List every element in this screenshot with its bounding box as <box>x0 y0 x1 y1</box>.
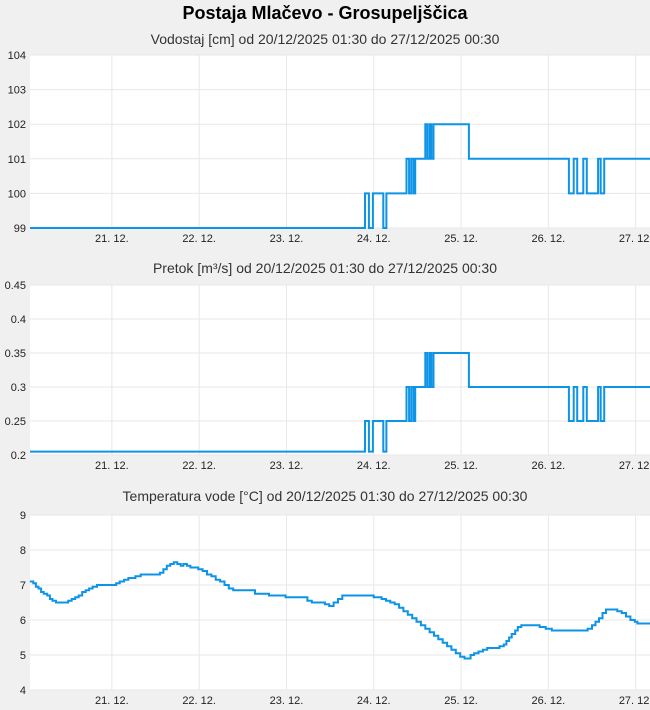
x-tick-label: 22. 12. <box>182 460 216 472</box>
x-tick-label: 27. 12. <box>619 460 650 472</box>
y-tick-label: 0.25 <box>5 416 26 428</box>
y-tick-label: 9 <box>20 510 26 522</box>
flow-chart-title: Pretok [m³/s] od 20/12/2025 01:30 do 27/… <box>152 260 498 276</box>
y-tick-label: 104 <box>8 50 26 62</box>
y-tick-label: 4 <box>20 685 26 697</box>
x-tick-label: 25. 12. <box>444 233 478 245</box>
page-title: Postaja Mlačevo - Grosupeljščica <box>182 3 468 23</box>
chart-0-series-line <box>30 123 650 229</box>
x-tick-label: 23. 12. <box>270 695 304 707</box>
x-tick-label: 25. 12. <box>444 460 478 472</box>
x-tick-label: 26. 12. <box>532 233 566 245</box>
x-tick-label: 25. 12. <box>444 695 478 707</box>
x-tick-label: 21. 12. <box>95 695 129 707</box>
y-tick-label: 7 <box>20 580 26 592</box>
y-tick-label: 5 <box>20 650 26 662</box>
chart-2-plot-area <box>30 515 650 690</box>
y-tick-label: 99 <box>14 223 26 235</box>
y-tick-label: 102 <box>8 119 26 131</box>
chart-0-plot-area <box>30 55 650 228</box>
y-tick-label: 0.4 <box>11 314 26 326</box>
x-tick-label: 24. 12. <box>357 695 391 707</box>
chart-1-plot-area <box>30 285 650 455</box>
chart-1-series-line <box>30 352 650 453</box>
y-tick-label: 8 <box>20 545 26 557</box>
x-tick-label: 23. 12. <box>270 233 304 245</box>
x-tick-label: 23. 12. <box>270 460 304 472</box>
x-tick-label: 22. 12. <box>182 233 216 245</box>
x-tick-label: 26. 12. <box>532 460 566 472</box>
y-tick-label: 0.45 <box>5 280 26 292</box>
y-tick-label: 103 <box>8 85 26 97</box>
x-tick-label: 22. 12. <box>182 695 216 707</box>
x-tick-label: 21. 12. <box>95 233 129 245</box>
x-tick-label: 27. 12. <box>619 233 650 245</box>
y-tick-label: 0.2 <box>11 450 26 462</box>
y-tick-label: 0.3 <box>11 382 26 394</box>
x-tick-label: 24. 12. <box>357 460 391 472</box>
x-tick-label: 27. 12. <box>619 695 650 707</box>
chart-2-series-line <box>29 561 650 660</box>
y-tick-label: 6 <box>20 615 26 627</box>
water-temperature-chart-title: Temperatura vode [°C] od 20/12/2025 01:3… <box>122 488 528 504</box>
x-tick-label: 26. 12. <box>532 695 566 707</box>
y-tick-label: 100 <box>8 188 26 200</box>
y-tick-label: 101 <box>8 154 26 166</box>
water-level-chart-title: Vodostaj [cm] od 20/12/2025 01:30 do 27/… <box>150 31 500 47</box>
y-tick-label: 0.35 <box>5 348 26 360</box>
x-tick-label: 21. 12. <box>95 460 129 472</box>
x-tick-label: 24. 12. <box>357 233 391 245</box>
